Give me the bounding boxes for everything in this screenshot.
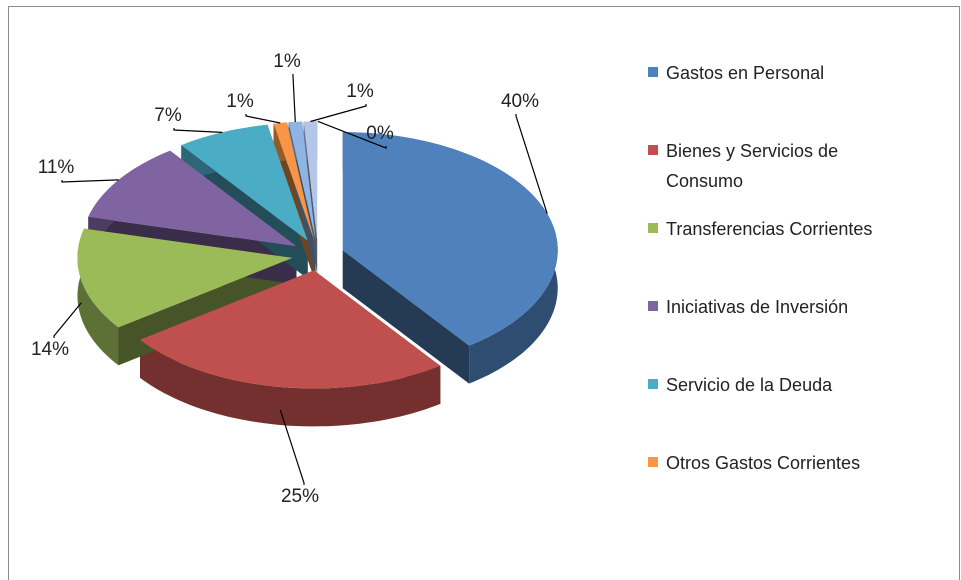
slice-wall (342, 250, 470, 384)
legend-item: Servicio de la Deuda (648, 370, 918, 448)
legend-item: Bienes y Servicios de Consumo (648, 136, 918, 214)
leader-line (317, 120, 387, 149)
leader-line (310, 104, 367, 123)
data-label: 7% (154, 105, 182, 126)
leader-line (292, 74, 296, 123)
legend-swatch (648, 67, 658, 77)
leader-line (173, 128, 223, 133)
slice-side (77, 228, 119, 366)
slice (288, 121, 316, 240)
slice (273, 122, 314, 240)
legend-label: Servicio de la Deuda (666, 375, 833, 395)
slice (181, 124, 308, 241)
leader-line (245, 114, 281, 124)
slice-side (140, 339, 441, 427)
leader-line (61, 179, 119, 183)
legend-item: Gastos en Personal (648, 58, 918, 136)
data-label: 14% (31, 339, 69, 360)
legend-item: Otros Gastos Corrientes (648, 448, 918, 526)
data-label: 1% (226, 91, 254, 112)
legend-label: Iniciativas de Inversión (666, 297, 849, 317)
legend-item: Iniciativas de Inversión (648, 292, 918, 370)
legend-swatch (648, 223, 658, 233)
legend-swatch (648, 145, 658, 155)
data-label: 11% (38, 157, 75, 178)
data-label: 1% (273, 51, 301, 72)
legend-label: Otros Gastos Corrientes (666, 453, 861, 473)
slice (77, 228, 293, 328)
leader-line (515, 114, 548, 214)
legend: Gastos en Personal Bienes y Servicios de … (648, 58, 918, 526)
data-label: 25% (281, 486, 319, 507)
legend-label: Bienes y Servicios de Consumo (666, 141, 839, 191)
slice (140, 270, 441, 389)
legend-label: Gastos en Personal (666, 63, 825, 83)
legend-swatch (648, 301, 658, 311)
legend-item: Transferencias Corrientes (648, 214, 918, 292)
data-label: 40% (501, 91, 539, 112)
chart-border (8, 6, 960, 580)
data-label: 1% (346, 81, 374, 102)
leader-line (53, 302, 82, 338)
slice (303, 121, 318, 240)
slice (88, 150, 297, 247)
legend-swatch (648, 379, 658, 389)
slice (342, 132, 558, 346)
legend-swatch (648, 457, 658, 467)
legend-label: Transferencias Corrientes (666, 219, 873, 239)
data-label: 0% (366, 123, 394, 144)
leader-line (279, 409, 305, 485)
